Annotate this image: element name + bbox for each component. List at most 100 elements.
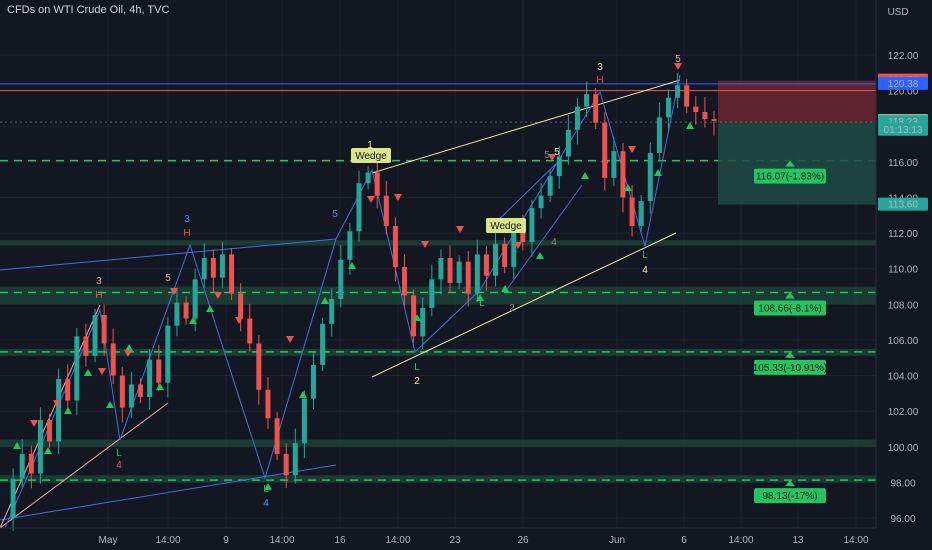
price-tick-label: 102.00 <box>888 407 919 418</box>
candle-body <box>92 314 98 356</box>
trendline <box>371 79 681 174</box>
target-pointer <box>785 292 795 299</box>
buy-arrow <box>413 314 421 321</box>
candle-body <box>493 243 499 276</box>
sell-arrow <box>170 288 178 295</box>
sell-arrow <box>456 226 464 233</box>
support-zone <box>0 439 876 447</box>
candle-body <box>310 364 316 399</box>
candle-body <box>483 254 489 276</box>
time-tick-label: 14:00 <box>155 535 180 546</box>
price-tick-label: 116.00 <box>888 158 918 169</box>
price-tick-label: 100.00 <box>888 443 919 454</box>
time-tick-label: 13 <box>792 535 804 546</box>
candle-body <box>56 379 62 442</box>
candle-body <box>383 195 389 226</box>
candle-body <box>274 418 280 454</box>
candle-body <box>584 94 590 107</box>
wave-label: 5 <box>554 147 560 158</box>
candle-body <box>456 261 462 283</box>
candle-body <box>192 279 198 319</box>
price-tag <box>878 76 928 90</box>
wave-label: L <box>479 298 485 309</box>
buy-arrow <box>156 383 164 390</box>
sell-arrow <box>124 350 132 357</box>
sell-arrow <box>628 146 636 153</box>
buy-arrow <box>348 262 356 269</box>
candle-body <box>247 318 253 344</box>
candle-body <box>37 420 43 474</box>
support-zone <box>0 240 876 246</box>
candle-body <box>19 453 25 479</box>
sell-arrow <box>601 161 609 168</box>
wave-label: 4 <box>642 265 648 276</box>
candle-body <box>165 325 171 383</box>
sell-arrow <box>286 336 294 343</box>
wave-label: H <box>183 228 190 239</box>
wedge-label-box <box>351 148 391 163</box>
trendline <box>0 464 337 521</box>
price-tick-label: 96.00 <box>890 514 915 525</box>
sell-arrow <box>421 241 429 248</box>
candle-body <box>101 314 107 344</box>
wave-label: 3 <box>184 214 190 225</box>
time-tick-label: Jun <box>609 535 625 546</box>
wave-label: L <box>263 484 269 495</box>
candle-body <box>201 258 207 280</box>
candle-body <box>119 375 125 408</box>
wave-label: H <box>95 290 102 301</box>
candle-body <box>138 384 144 397</box>
candle-body <box>429 279 435 308</box>
candle-body <box>474 254 480 294</box>
candle-body <box>647 152 653 202</box>
price-tag <box>878 122 928 136</box>
buy-arrow <box>264 483 272 490</box>
candle-body <box>574 106 580 130</box>
candle-body <box>438 258 444 280</box>
sell-arrow <box>98 368 106 375</box>
buy-arrow <box>44 447 52 454</box>
candle-body <box>374 172 380 196</box>
target-pointer <box>785 480 795 487</box>
price-tag-label: 118.23 <box>888 117 918 128</box>
wave-label: 1 <box>367 140 373 151</box>
price-tag <box>878 197 928 211</box>
target-label-box <box>754 359 826 375</box>
wave-label: 3 <box>597 62 603 73</box>
target-pointer <box>785 351 795 358</box>
time-tick-label: 16 <box>334 535 346 546</box>
buy-arrow <box>321 297 329 304</box>
candle-body <box>529 208 535 242</box>
target-label-box <box>754 168 826 184</box>
wedge-label-box <box>486 218 526 233</box>
support-zone <box>0 475 876 483</box>
wave-label: 5 <box>675 54 681 65</box>
candle-body <box>656 117 662 153</box>
buy-arrow <box>654 169 662 176</box>
candle-body <box>128 384 134 408</box>
candle-body <box>620 151 626 198</box>
time-tick-label: 14:00 <box>385 535 410 546</box>
candle-body <box>283 453 289 476</box>
support-zone <box>0 286 876 305</box>
price-tick-label: 112.00 <box>888 229 918 240</box>
candle-body <box>356 183 362 232</box>
wave-label: L <box>414 362 420 373</box>
wave-label: 5 <box>332 209 338 220</box>
buy-arrow <box>64 407 72 414</box>
buy-arrow <box>299 391 307 398</box>
candle-body <box>538 195 544 209</box>
candle-body <box>28 453 34 474</box>
price-tag-label: 120.38 <box>888 79 919 90</box>
candle-body <box>110 343 116 376</box>
buy-arrow <box>686 122 694 129</box>
target-label: 108.66(-8.1%) <box>758 304 821 315</box>
sell-arrow <box>214 292 222 299</box>
sell-arrow <box>367 196 375 203</box>
wave-label: L <box>642 250 648 261</box>
candle-body <box>447 258 453 283</box>
take-profit-zone <box>718 122 876 205</box>
time-tick-label: 14:00 <box>269 535 294 546</box>
candle-body <box>265 389 271 419</box>
